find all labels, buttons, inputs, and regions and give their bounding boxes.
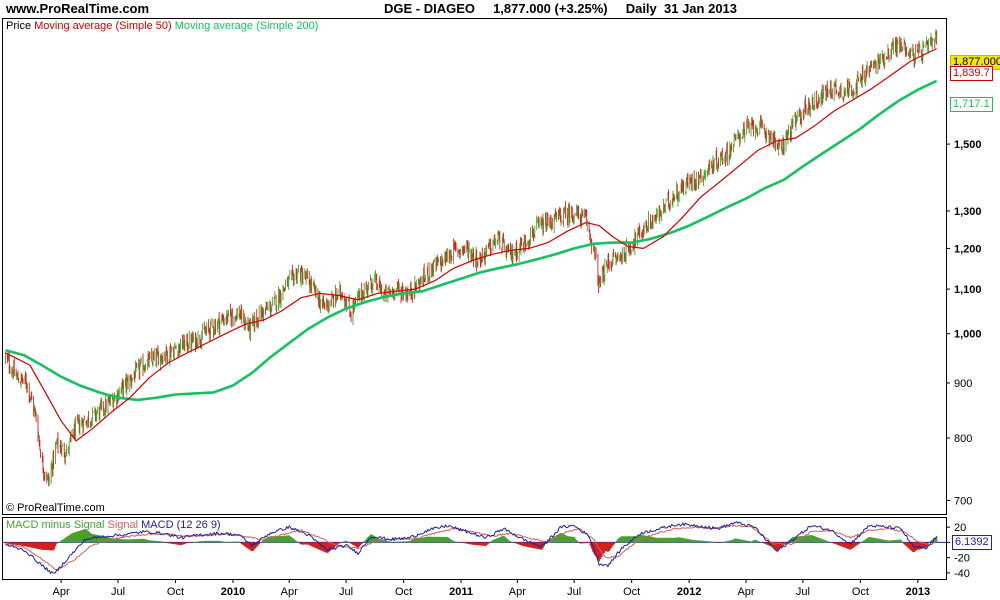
price-axis-label: 800 <box>954 433 972 445</box>
macd-legend: MACD minus Signal Signal MACD (12 26 9) <box>6 519 221 531</box>
price-axis-label: 700 <box>954 495 972 507</box>
price-axis-label: 1,200 <box>954 243 982 255</box>
x-axis-label: Oct <box>167 586 184 598</box>
x-axis-label: 2010 <box>221 586 245 598</box>
macd-axis-label: -40 <box>954 568 970 580</box>
site-name[interactable]: www.ProRealTime.com <box>6 1 150 16</box>
legend-signal: Signal <box>107 519 139 531</box>
legend-price: Price <box>6 20 32 32</box>
x-axis-label: Oct <box>623 586 640 598</box>
x-axis-label: Jul <box>111 586 125 598</box>
legend-ma50: Moving average (Simple 50) <box>34 20 172 32</box>
x-axis-label: 2012 <box>677 586 701 598</box>
x-axis-label: Apr <box>53 586 70 598</box>
price-axis-label: 1,300 <box>954 206 982 218</box>
price-panel[interactable] <box>2 18 947 515</box>
macd-axis-label: -20 <box>954 553 970 565</box>
chart-header: www.ProRealTime.com DGE - DIAGEO 1,877.0… <box>0 0 1000 18</box>
ma50-tag: 1,839.7 <box>950 66 993 81</box>
legend-macd-hist: MACD minus Signal <box>6 519 105 531</box>
macd-axis-label: 20 <box>954 522 966 534</box>
price-legend: Price Moving average (Simple 50) Moving … <box>6 20 318 32</box>
copyright: © ProRealTime.com <box>6 502 105 514</box>
chart-title: DGE - DIAGEO 1,877.000 (+3.25%) Daily 31… <box>384 1 737 16</box>
macd-tag: 6.1392 <box>952 535 992 550</box>
x-axis-label: Jul <box>567 586 581 598</box>
x-axis-label: Apr <box>509 586 526 598</box>
price-axis-label: 1,100 <box>954 284 982 296</box>
price-axis-label: 900 <box>954 378 972 390</box>
ticker-label: DGE - DIAGEO <box>384 1 476 16</box>
last-price-label: 1,877.000 (+3.25%) <box>493 1 608 16</box>
price-axis-label: 1,500 <box>954 139 982 151</box>
x-axis-label: Apr <box>737 586 754 598</box>
period-label: Daily 31 Jan 2013 <box>625 1 738 16</box>
x-axis-label: Apr <box>281 586 298 598</box>
legend-macd: MACD (12 26 9) <box>141 519 221 531</box>
legend-ma200: Moving average (Simple 200) <box>174 20 319 32</box>
ma200-tag: 1,717.1 <box>950 97 993 112</box>
x-axis-label: Jul <box>796 586 810 598</box>
x-axis-label: Jul <box>339 586 353 598</box>
x-axis-label: 2013 <box>906 586 930 598</box>
x-axis-label: Oct <box>852 586 869 598</box>
x-axis-label: 2011 <box>449 586 473 598</box>
price-axis-label: 1,000 <box>954 329 982 341</box>
x-axis-label: Oct <box>395 586 412 598</box>
